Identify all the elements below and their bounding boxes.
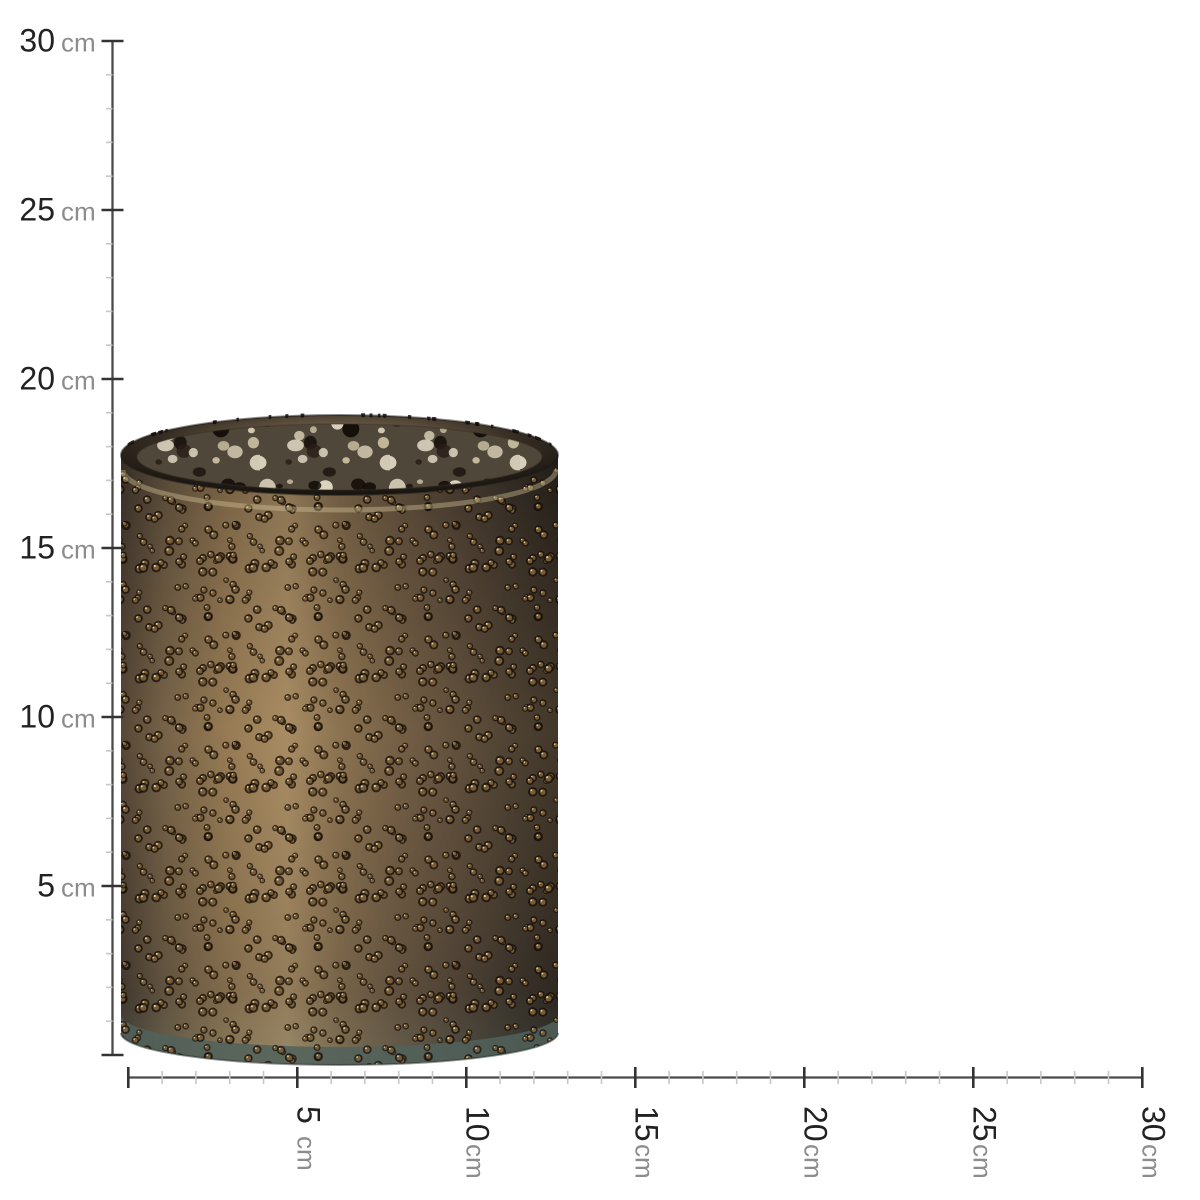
svg-text:5: 5: [37, 868, 55, 904]
svg-text:cm: cm: [61, 873, 96, 903]
svg-text:cm: cm: [61, 366, 96, 396]
svg-text:30: 30: [19, 23, 55, 59]
svg-text:cm: cm: [291, 1136, 321, 1171]
svg-text:15: 15: [628, 1106, 664, 1142]
svg-text:cm: cm: [460, 1144, 490, 1179]
svg-text:10: 10: [459, 1106, 495, 1142]
svg-text:cm: cm: [1136, 1144, 1166, 1179]
svg-text:cm: cm: [61, 197, 96, 227]
svg-text:cm: cm: [61, 28, 96, 58]
svg-text:20: 20: [19, 361, 55, 397]
svg-text:cm: cm: [629, 1144, 659, 1179]
svg-text:30: 30: [1135, 1106, 1171, 1142]
svg-text:cm: cm: [61, 704, 96, 734]
svg-text:cm: cm: [967, 1144, 997, 1179]
svg-text:15: 15: [19, 530, 55, 566]
svg-text:20: 20: [797, 1106, 833, 1142]
svg-text:cm: cm: [61, 535, 96, 565]
svg-text:cm: cm: [798, 1144, 828, 1179]
svg-text:5: 5: [290, 1106, 326, 1124]
svg-text:25: 25: [19, 192, 55, 228]
svg-text:25: 25: [966, 1106, 1002, 1142]
svg-text:10: 10: [19, 699, 55, 735]
